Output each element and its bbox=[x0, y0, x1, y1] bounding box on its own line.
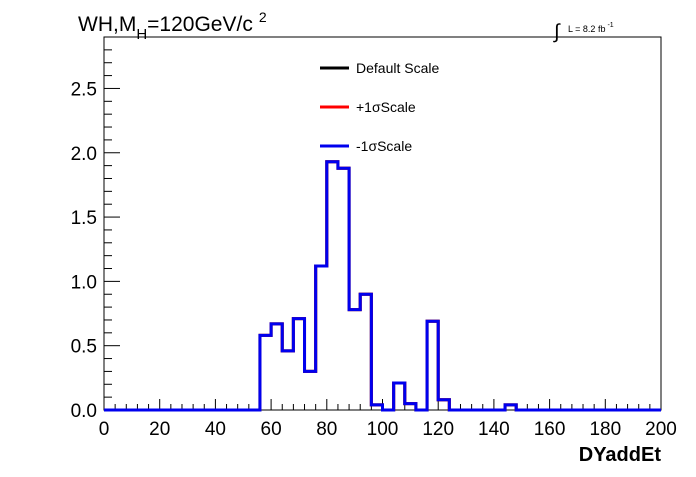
x-tick-label: 80 bbox=[316, 419, 337, 440]
x-tick-label: 0 bbox=[99, 419, 110, 440]
legend: Default Scale +1σScale -1σScale bbox=[320, 60, 439, 154]
x-tick-label: 60 bbox=[261, 419, 282, 440]
x-tick-label: 140 bbox=[478, 419, 510, 440]
x-tick-label: 180 bbox=[589, 419, 621, 440]
lumi-label: L = 8.2 fb -1 bbox=[568, 22, 614, 34]
x-tick-label: 100 bbox=[367, 419, 399, 440]
y-tick-label: 2.5 bbox=[71, 79, 97, 100]
x-tick-label: 160 bbox=[534, 419, 566, 440]
y-tick-label: 0.0 bbox=[71, 401, 97, 422]
chart-title-subscript: H bbox=[136, 26, 147, 43]
lumi-text: L = 8.2 fb bbox=[568, 24, 605, 34]
series-lines bbox=[104, 160, 661, 412]
lumi-exponent: -1 bbox=[607, 22, 613, 29]
legend-label: Default Scale bbox=[356, 60, 439, 76]
lumi-integral-sign: ∫ bbox=[553, 21, 561, 43]
series-line-0 bbox=[104, 160, 661, 412]
chart-title-main: WH,M bbox=[78, 13, 136, 36]
chart-title-rest: =120GeV/c bbox=[147, 13, 253, 36]
x-axis-label: DYaddEt bbox=[579, 444, 662, 466]
y-tick-label: 1.0 bbox=[71, 272, 97, 293]
legend-label: -1σScale bbox=[356, 138, 412, 154]
x-tick-label: 20 bbox=[149, 419, 170, 440]
x-tick-label: 120 bbox=[422, 419, 454, 440]
plot-frame bbox=[103, 36, 662, 411]
y-tick-label: 2.0 bbox=[71, 144, 97, 165]
series-line-1 bbox=[104, 160, 661, 412]
series-line-2 bbox=[104, 160, 661, 412]
y-tick-label: 0.5 bbox=[71, 337, 97, 358]
axis-ticks: 0 20 40 60 80 100 120 140 160 180 200 0.0 0.5 1.0 1.5 2… bbox=[71, 49, 677, 440]
legend-label: +1σScale bbox=[356, 99, 416, 115]
y-tick-label: 1.5 bbox=[71, 208, 97, 229]
x-tick-label: 40 bbox=[205, 419, 226, 440]
x-tick-label: 200 bbox=[645, 419, 677, 440]
chart-title-superscript: 2 bbox=[259, 9, 267, 25]
chart-title: WH,MH=120GeV/c 2 bbox=[78, 9, 267, 43]
